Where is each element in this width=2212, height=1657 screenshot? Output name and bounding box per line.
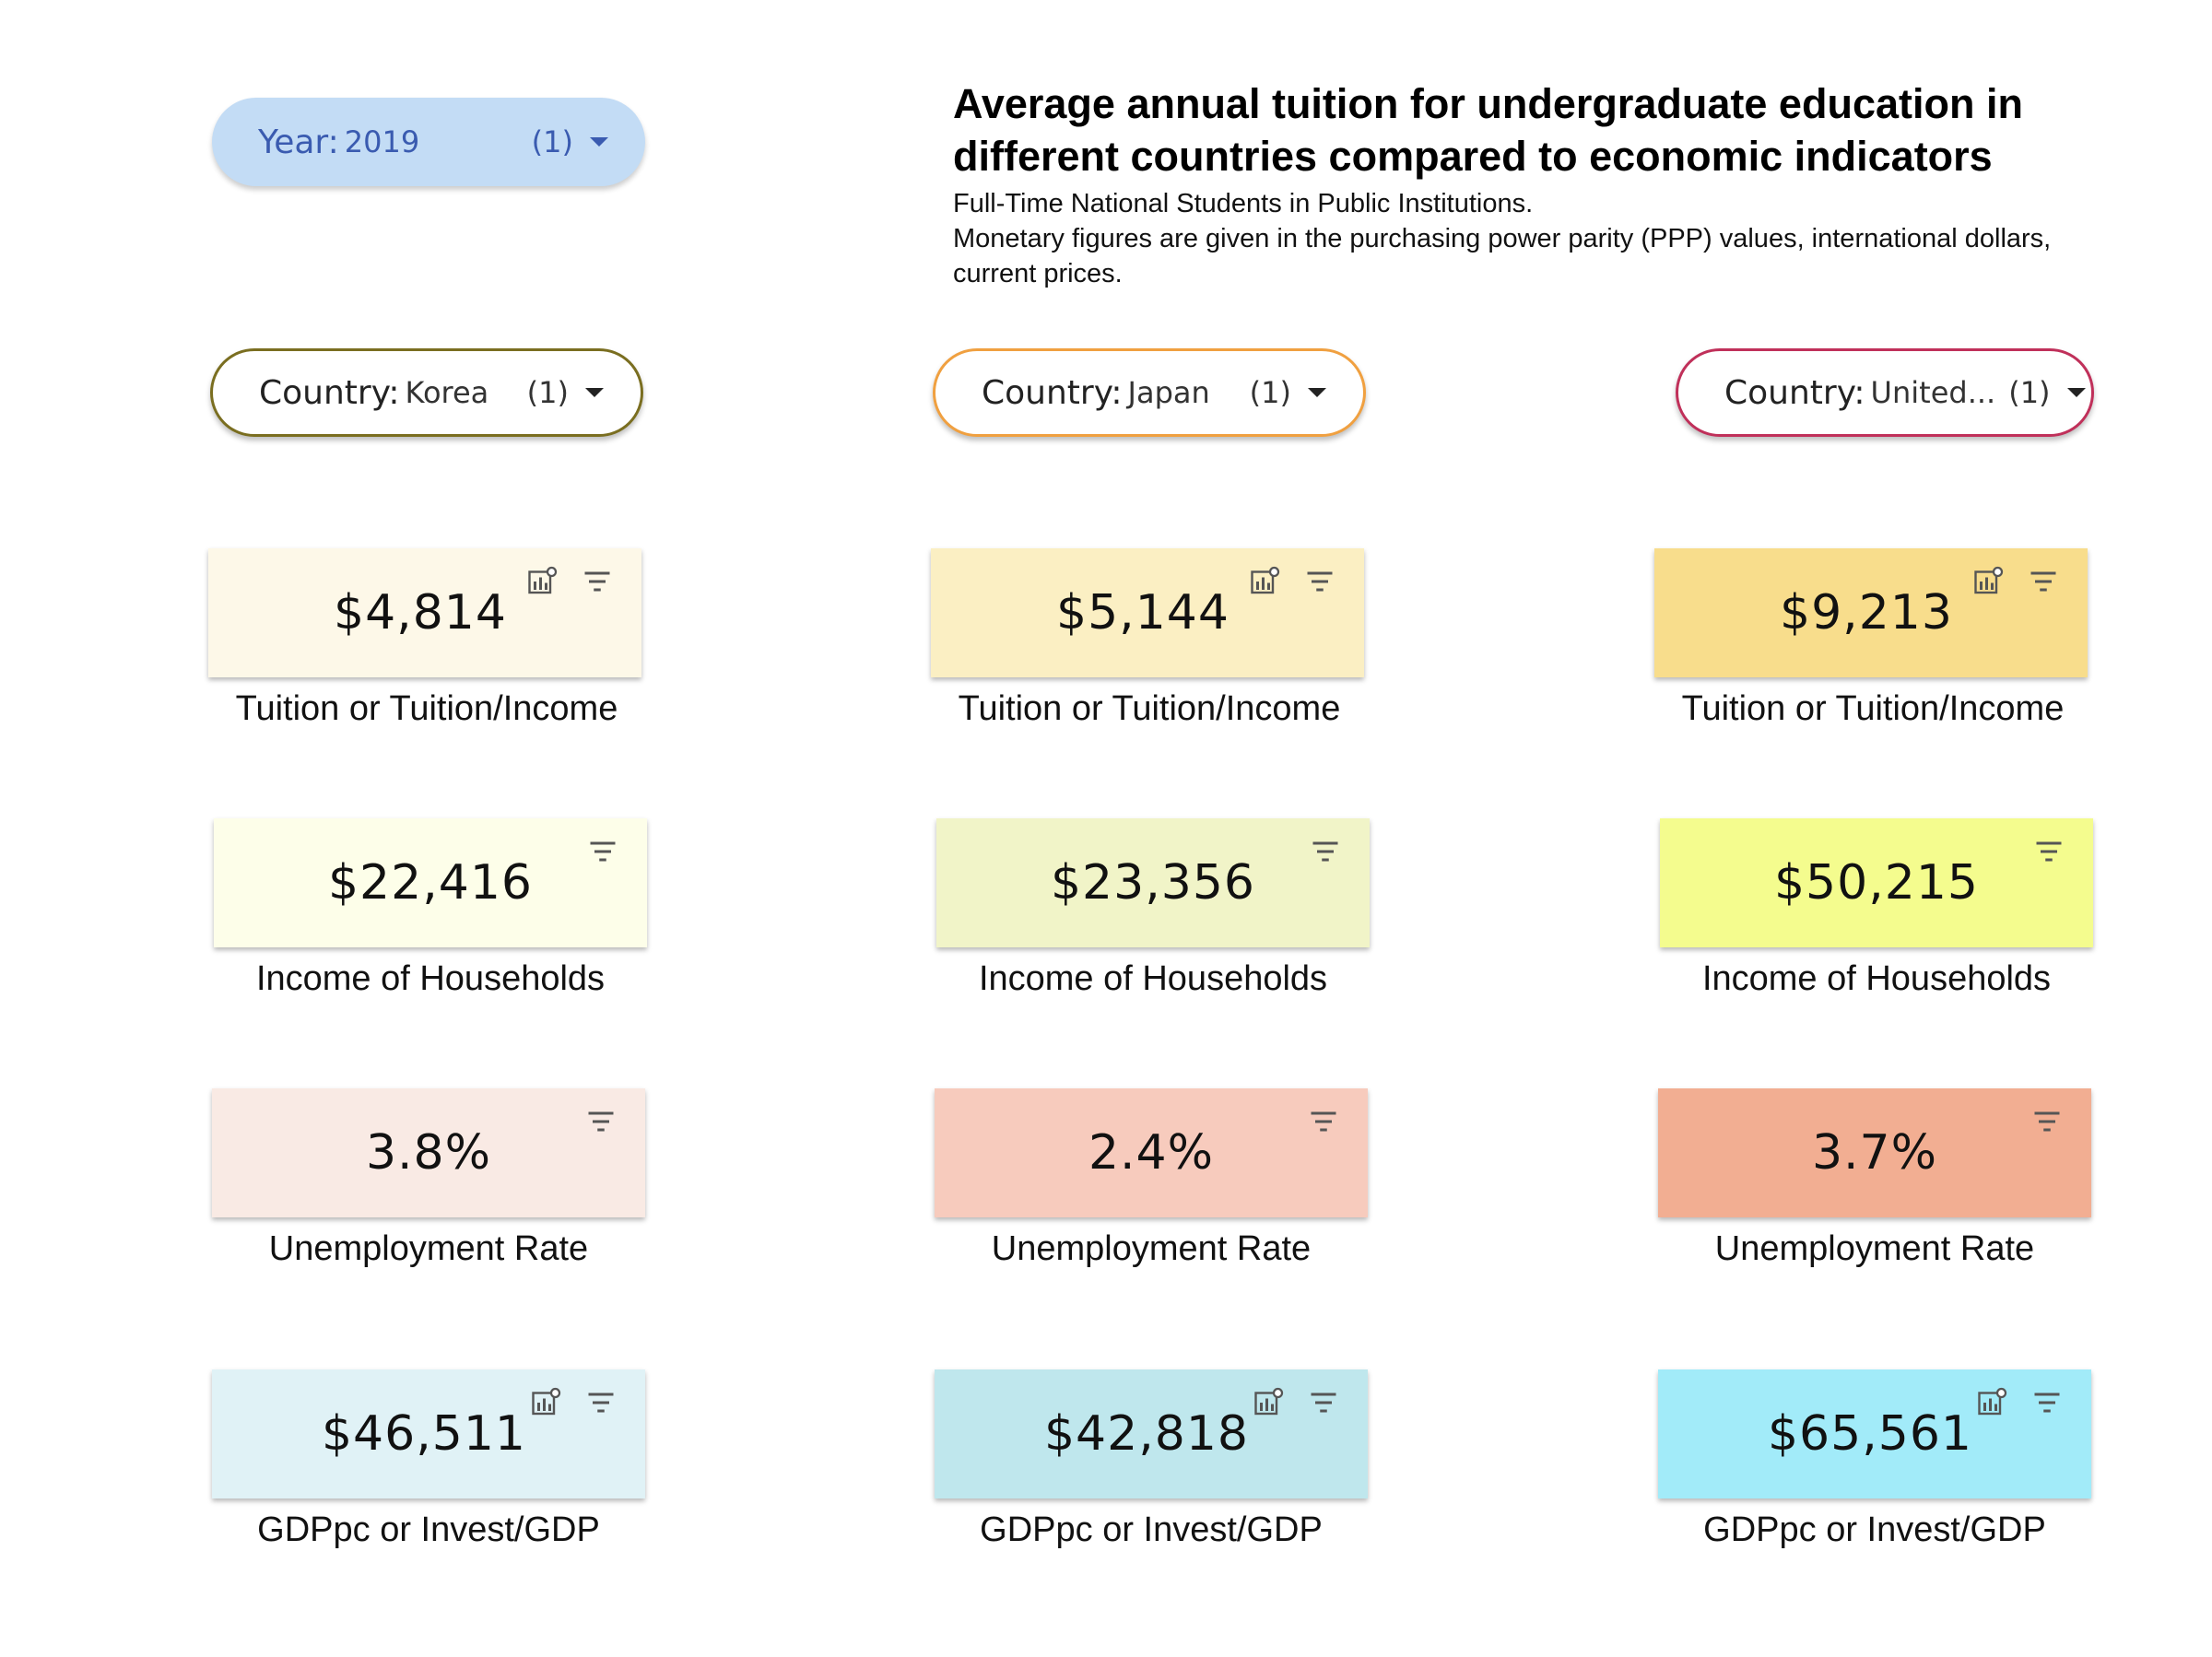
filter-icon[interactable] xyxy=(2030,1105,2064,1138)
year-filter-label: Year: xyxy=(258,123,339,161)
country-filter-count: (1) xyxy=(2008,375,2051,410)
scorecard-caption: Tuition or Tuition/Income xyxy=(958,689,1341,728)
filter-icon[interactable] xyxy=(1309,835,1342,868)
country-filter-label: Country: xyxy=(259,373,400,412)
chart-settings-icon[interactable] xyxy=(1248,565,1281,598)
filter-icon[interactable] xyxy=(584,1386,618,1419)
filter-icon[interactable] xyxy=(2027,565,2060,598)
scorecard-value: $4,814 xyxy=(334,585,507,640)
country-filter-label: Country: xyxy=(1724,373,1865,412)
year-filter-chip[interactable]: Year: 2019 (1) xyxy=(212,98,645,186)
scorecard-caption: GDPpc or Invest/GDP xyxy=(980,1510,1323,1549)
scorecard-caption: Unemployment Rate xyxy=(1714,1229,2035,1268)
scorecard-income-korea: $22,416 xyxy=(214,818,647,947)
page-subtitle-line2: Monetary figures are given in the purcha… xyxy=(953,224,2052,288)
filter-icon[interactable] xyxy=(581,565,614,598)
scorecard-caption: GDPpc or Invest/GDP xyxy=(257,1510,600,1549)
scorecard-value: $50,215 xyxy=(1773,855,1980,911)
scorecard-value: 2.4% xyxy=(1088,1125,1215,1181)
filter-icon[interactable] xyxy=(586,835,619,868)
scorecard-unemployment-japan: 2.4% xyxy=(935,1088,1368,1217)
country-filter-label: Country: xyxy=(982,373,1123,412)
scorecard-caption: Income of Households xyxy=(1701,959,2052,998)
filter-icon[interactable] xyxy=(2032,835,2065,868)
scorecard-value: $23,356 xyxy=(1050,855,1256,911)
scorecard-value: 3.8% xyxy=(365,1125,492,1181)
scorecard-caption: Income of Households xyxy=(978,959,1328,998)
chart-settings-icon[interactable] xyxy=(1252,1386,1285,1419)
chevron-down-icon[interactable] xyxy=(1308,388,1326,397)
country-filter-value: United... xyxy=(1870,375,1996,410)
scorecard-unemployment-korea: 3.8% xyxy=(212,1088,645,1217)
scorecard-tuition-united: $9,213 xyxy=(1654,548,2088,677)
chart-settings-icon[interactable] xyxy=(1975,1386,2008,1419)
scorecard-income-japan: $23,356 xyxy=(936,818,1370,947)
scorecard-tuition-korea: $4,814 xyxy=(208,548,641,677)
year-filter-value: 2019 xyxy=(344,124,420,159)
country-filter-count: (1) xyxy=(526,375,569,410)
scorecard-tuition-japan: $5,144 xyxy=(931,548,1364,677)
scorecard-income-united: $50,215 xyxy=(1660,818,2093,947)
scorecard-value: $42,818 xyxy=(1043,1406,1250,1462)
scorecard-gdppc-japan: $42,818 xyxy=(935,1369,1368,1498)
scorecard-value: $65,561 xyxy=(1767,1406,1973,1462)
scorecard-caption: Tuition or Tuition/Income xyxy=(1681,689,2065,728)
scorecard-caption: Unemployment Rate xyxy=(991,1229,1312,1268)
country-filter-count: (1) xyxy=(1249,375,1291,410)
scorecard-caption: GDPpc or Invest/GDP xyxy=(1703,1510,2046,1549)
scorecard-gdppc-united: $65,561 xyxy=(1658,1369,2091,1498)
scorecard-value: $9,213 xyxy=(1780,585,1953,640)
chart-settings-icon[interactable] xyxy=(1971,565,2005,598)
chevron-down-icon[interactable] xyxy=(590,137,608,147)
scorecard-value: $46,511 xyxy=(321,1406,527,1462)
chevron-down-icon[interactable] xyxy=(2066,388,2086,397)
scorecard-caption: Unemployment Rate xyxy=(268,1229,589,1268)
filter-icon[interactable] xyxy=(1307,1105,1340,1138)
country-filter-value: Korea xyxy=(405,375,489,410)
filter-icon[interactable] xyxy=(1303,565,1336,598)
scorecard-value: $22,416 xyxy=(327,855,534,911)
country-filter-chip-korea[interactable]: Country: Korea (1) xyxy=(210,348,643,437)
country-filter-chip-japan[interactable]: Country: Japan (1) xyxy=(933,348,1366,437)
filter-icon[interactable] xyxy=(1307,1386,1340,1419)
scorecard-caption: Tuition or Tuition/Income xyxy=(235,689,618,728)
year-filter-count: (1) xyxy=(531,124,573,159)
country-filter-chip-united[interactable]: Country: United... (1) xyxy=(1676,348,2094,437)
scorecard-gdppc-korea: $46,511 xyxy=(212,1369,645,1498)
scorecard-value: $5,144 xyxy=(1056,585,1230,640)
chevron-down-icon[interactable] xyxy=(585,388,604,397)
page-subtitle-line1: Full-Time National Students in Public In… xyxy=(953,189,1534,218)
country-filter-value: Japan xyxy=(1127,375,1210,410)
scorecard-unemployment-united: 3.7% xyxy=(1658,1088,2091,1217)
chart-settings-icon[interactable] xyxy=(529,1386,562,1419)
filter-icon[interactable] xyxy=(2030,1386,2064,1419)
chart-settings-icon[interactable] xyxy=(525,565,559,598)
filter-icon[interactable] xyxy=(584,1105,618,1138)
page-title: Average annual tuition for undergraduate… xyxy=(953,80,2023,180)
scorecard-caption: Income of Households xyxy=(255,959,606,998)
scorecard-value: 3.7% xyxy=(1811,1125,1938,1181)
